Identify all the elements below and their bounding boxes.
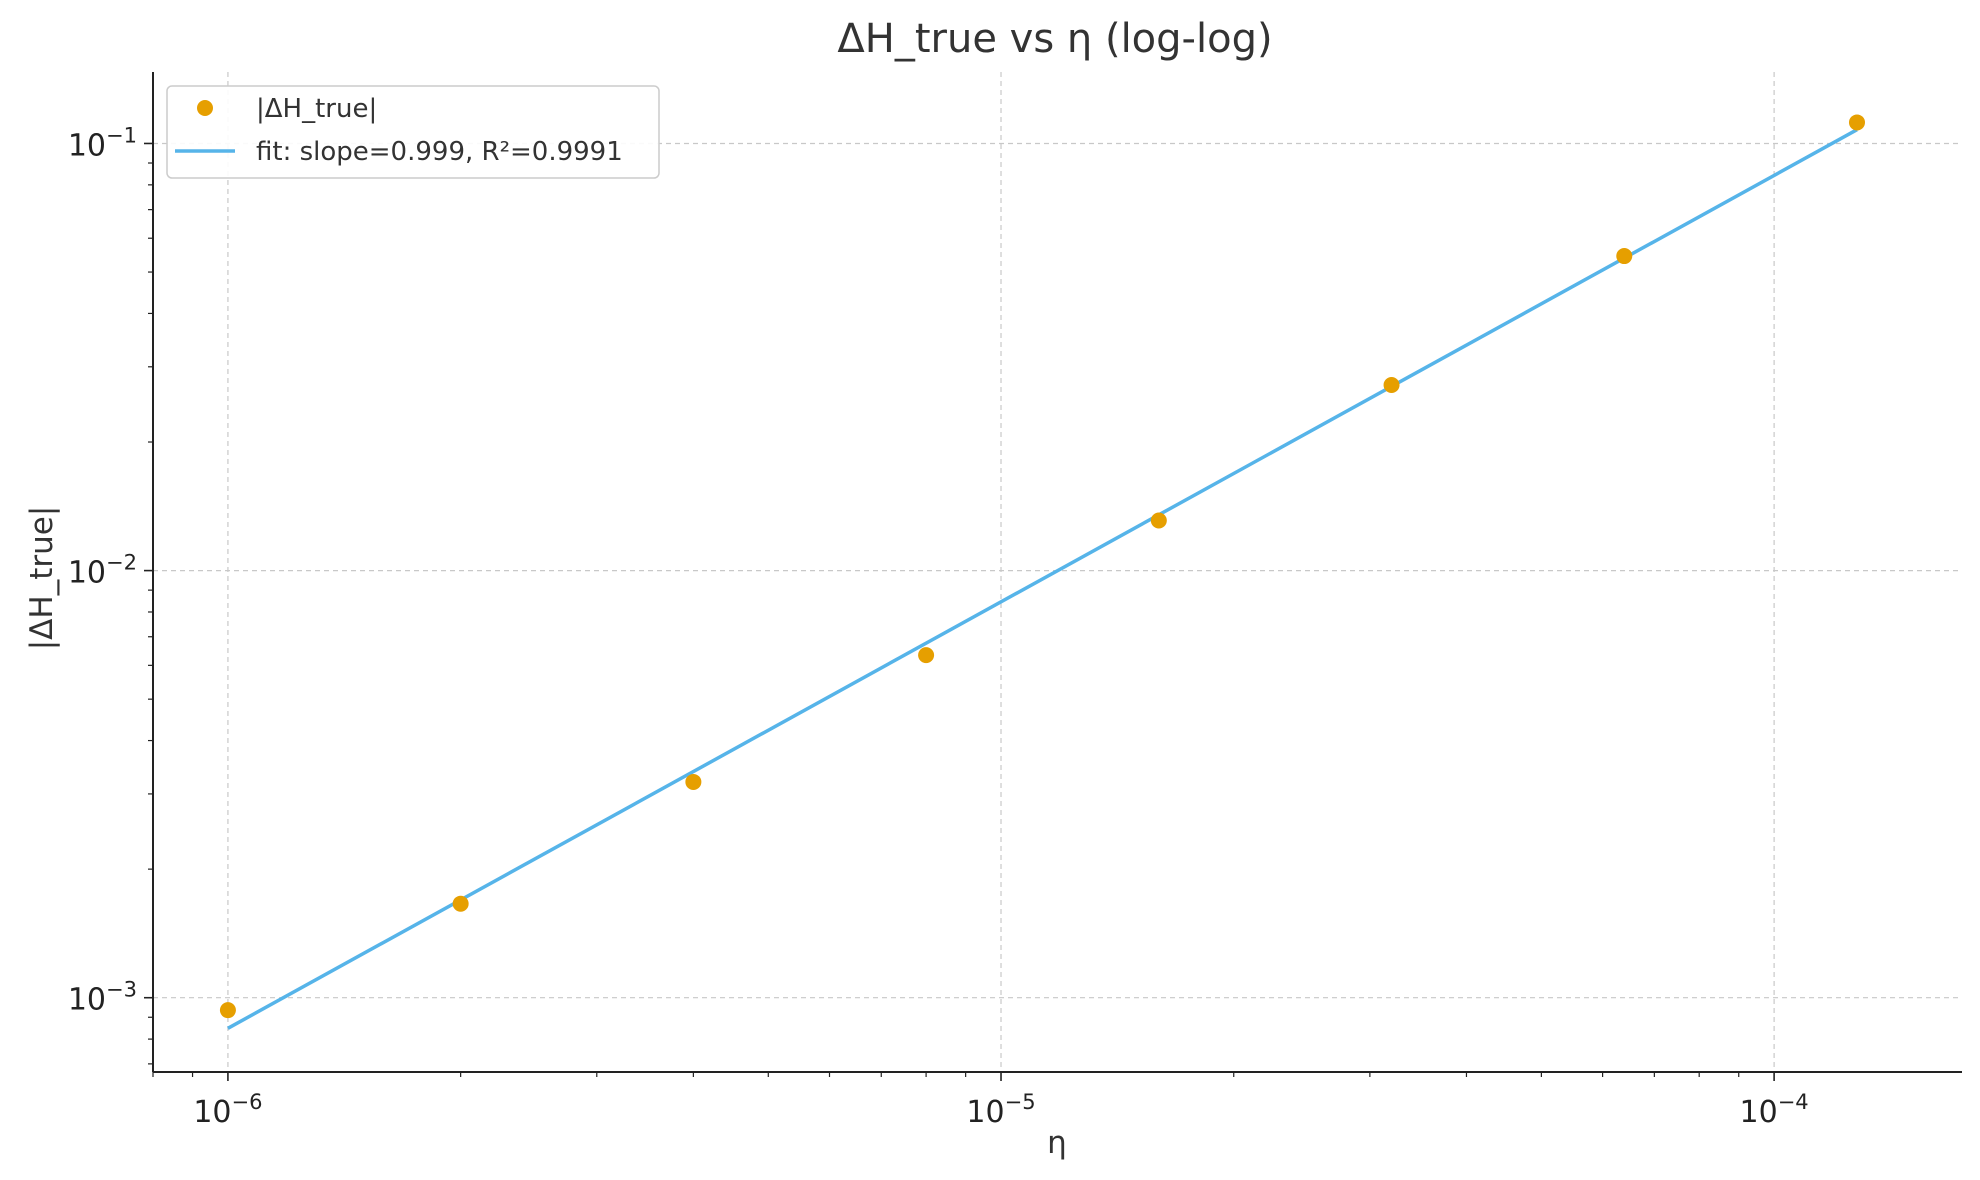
axes (152, 72, 1962, 1073)
legend-frame (166, 85, 660, 179)
data-point (1150, 512, 1167, 529)
data-point (918, 647, 935, 664)
x-tick-label: 10−4 (1740, 1090, 1809, 1130)
chart-title: ΔH_true vs η (log-log) (837, 16, 1272, 62)
y-tick-label: 10−3 (68, 978, 137, 1018)
data-point (685, 773, 702, 790)
y-axis-label: |ΔH_true| (24, 506, 60, 651)
y-tick-label: 10−2 (68, 551, 137, 591)
legend-label-scatter: |ΔH_true| (256, 94, 377, 124)
major-ticks: 10−6 10−5 10−4 10−3 10−2 10−1 (68, 123, 1809, 1130)
data-point (1848, 114, 1865, 131)
x-tick-label: 10−6 (193, 1090, 262, 1130)
legend: |ΔH_true| fit: slope=0.999, R²=0.9991 (166, 85, 660, 179)
legend-marker-scatter (197, 100, 213, 116)
series-layer (219, 114, 1865, 1030)
y-tick-label: 10−1 (68, 123, 137, 163)
x-axis-label: η (1047, 1125, 1067, 1161)
data-point (1616, 248, 1633, 265)
x-tick-label: 10−5 (966, 1090, 1035, 1130)
data-point (452, 895, 469, 912)
fit-line (227, 128, 1858, 1030)
data-point (219, 1002, 236, 1019)
legend-label-fit: fit: slope=0.999, R²=0.9991 (256, 137, 623, 167)
data-point (1383, 376, 1400, 393)
